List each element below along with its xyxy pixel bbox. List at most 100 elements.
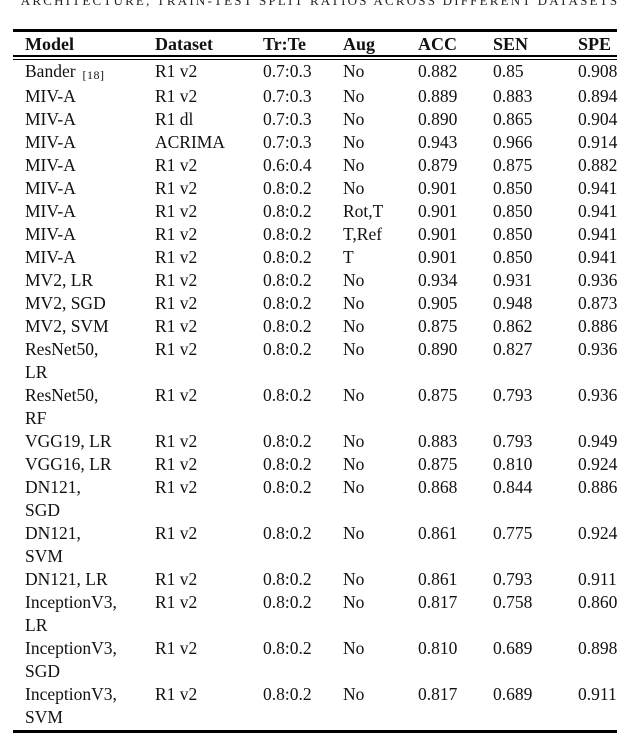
cell-acc: 0.817: [418, 592, 458, 612]
cell-aug: No: [343, 109, 365, 129]
table-rule-top: [13, 29, 617, 32]
results-table: Model Dataset Tr:Te Aug ACC SEN SPE Band…: [13, 29, 617, 733]
table-caption: ARCHITECTURE, TRAIN-TEST SPLIT RATIOS AC…: [20, 0, 620, 8]
cell-spe: 0.924: [578, 454, 618, 474]
cell-dataset: R1 v2: [155, 339, 198, 359]
cell-trte: 0.8:0.2: [263, 569, 312, 589]
cell-aug: No: [343, 293, 365, 313]
cell-spe: 0.886: [578, 477, 618, 497]
cell-trte: 0.7:0.3: [263, 86, 312, 106]
table-row: DN121, SGD R1 v2 0.8:0.2 No 0.868 0.844 …: [13, 476, 617, 522]
cell-aug: No: [343, 454, 365, 474]
table-rule-header-thick: [13, 55, 617, 57]
table-row: DN121, LR R1 v2 0.8:0.2 No 0.861 0.793 0…: [13, 568, 617, 591]
cell-trte: 0.8:0.2: [263, 224, 312, 244]
cell-model: MIV-A: [25, 109, 76, 129]
cell-dataset: R1 v2: [155, 270, 198, 290]
cell-acc: 0.890: [418, 339, 458, 359]
cell-trte: 0.8:0.2: [263, 178, 312, 198]
cell-trte: 0.6:0.4: [263, 155, 312, 175]
cell-model: VGG19, LR: [25, 431, 112, 451]
cell-spe: 0.936: [578, 270, 618, 290]
citation-ref: [18]: [82, 68, 105, 82]
cell-model: InceptionV3, SGD: [25, 638, 117, 681]
cell-acc: 0.890: [418, 109, 458, 129]
cell-aug: No: [343, 155, 365, 175]
cell-model: MIV-A: [25, 86, 76, 106]
cell-trte: 0.7:0.3: [263, 109, 312, 129]
cell-trte: 0.7:0.3: [263, 132, 312, 152]
table-row: MV2, SGD R1 v2 0.8:0.2 No 0.905 0.948 0.…: [13, 292, 617, 315]
cell-sen: 0.850: [493, 178, 533, 198]
cell-model: MIV-A: [25, 132, 76, 152]
cell-spe: 0.941: [578, 178, 618, 198]
cell-dataset: R1 v2: [155, 61, 198, 81]
cell-model: DN121, SVM: [25, 523, 81, 566]
cell-acc: 0.901: [418, 247, 458, 267]
cell-model: VGG16, LR: [25, 454, 112, 474]
cell-aug: No: [343, 638, 365, 658]
cell-aug: No: [343, 178, 365, 198]
table-row: MIV-A R1 v2 0.8:0.2 T,Ref 0.901 0.850 0.…: [13, 223, 617, 246]
cell-dataset: R1 v2: [155, 477, 198, 497]
cell-model: ResNet50, LR: [25, 339, 99, 382]
cell-acc: 0.905: [418, 293, 458, 313]
cell-aug: No: [343, 431, 365, 451]
cell-trte: 0.8:0.2: [263, 592, 312, 612]
cell-acc: 0.810: [418, 638, 458, 658]
table-row: MIV-A R1 v2 0.8:0.2 T 0.901 0.850 0.941: [13, 246, 617, 269]
column-header-trte: Tr:Te: [263, 34, 306, 54]
cell-dataset: R1 v2: [155, 201, 198, 221]
cell-model: DN121, SGD: [25, 477, 81, 520]
cell-dataset: R1 v2: [155, 454, 198, 474]
cell-aug: No: [343, 316, 365, 336]
table-row: MIV-A R1 v2 0.8:0.2 No 0.901 0.850 0.941: [13, 177, 617, 200]
column-header-sen: SEN: [493, 34, 529, 54]
cell-dataset: R1 v2: [155, 431, 198, 451]
cell-model: MIV-A: [25, 178, 76, 198]
cell-dataset: R1 v2: [155, 569, 198, 589]
cell-model: MV2, SVM: [25, 316, 109, 336]
cell-spe: 0.914: [578, 132, 618, 152]
cell-sen: 0.966: [493, 132, 533, 152]
table-row: MV2, SVM R1 v2 0.8:0.2 No 0.875 0.862 0.…: [13, 315, 617, 338]
cell-aug: No: [343, 61, 365, 81]
cell-dataset: R1 dl: [155, 109, 194, 129]
cell-acc: 0.901: [418, 224, 458, 244]
cell-dataset: R1 v2: [155, 155, 198, 175]
cell-model: DN121, LR: [25, 569, 108, 589]
table-body: Bander [18] R1 v2 0.7:0.3 No 0.882 0.85 0…: [13, 60, 617, 729]
table-row: MIV-A ACRIMA 0.7:0.3 No 0.943 0.966 0.91…: [13, 131, 617, 154]
cell-sen: 0.862: [493, 316, 533, 336]
cell-sen: 0.850: [493, 201, 533, 221]
table-header-row: Model Dataset Tr:Te Aug ACC SEN SPE: [13, 32, 617, 55]
cell-acc: 0.861: [418, 569, 458, 589]
cell-trte: 0.8:0.2: [263, 247, 312, 267]
cell-acc: 0.883: [418, 431, 458, 451]
cell-acc: 0.882: [418, 61, 458, 81]
table-row: MIV-A R1 v2 0.6:0.4 No 0.879 0.875 0.882: [13, 154, 617, 177]
cell-dataset: R1 v2: [155, 224, 198, 244]
cell-model: MIV-A: [25, 155, 76, 175]
cell-trte: 0.8:0.2: [263, 454, 312, 474]
cell-acc: 0.861: [418, 523, 458, 543]
cell-acc: 0.934: [418, 270, 458, 290]
cell-dataset: ACRIMA: [155, 132, 226, 152]
cell-spe: 0.924: [578, 523, 618, 543]
table-rule-bottom: [13, 730, 617, 733]
cell-acc: 0.901: [418, 178, 458, 198]
cell-acc: 0.868: [418, 477, 458, 497]
cell-aug: No: [343, 339, 365, 359]
table-row: MIV-A R1 v2 0.7:0.3 No 0.889 0.883 0.894: [13, 85, 617, 108]
cell-aug: No: [343, 86, 365, 106]
cell-sen: 0.850: [493, 247, 533, 267]
cell-spe: 0.941: [578, 247, 618, 267]
cell-dataset: R1 v2: [155, 247, 198, 267]
cell-trte: 0.8:0.2: [263, 523, 312, 543]
cell-sen: 0.810: [493, 454, 533, 474]
cell-spe: 0.911: [578, 569, 617, 589]
cell-sen: 0.775: [493, 523, 533, 543]
cell-spe: 0.886: [578, 316, 618, 336]
cell-trte: 0.8:0.2: [263, 431, 312, 451]
cell-trte: 0.8:0.2: [263, 684, 312, 704]
